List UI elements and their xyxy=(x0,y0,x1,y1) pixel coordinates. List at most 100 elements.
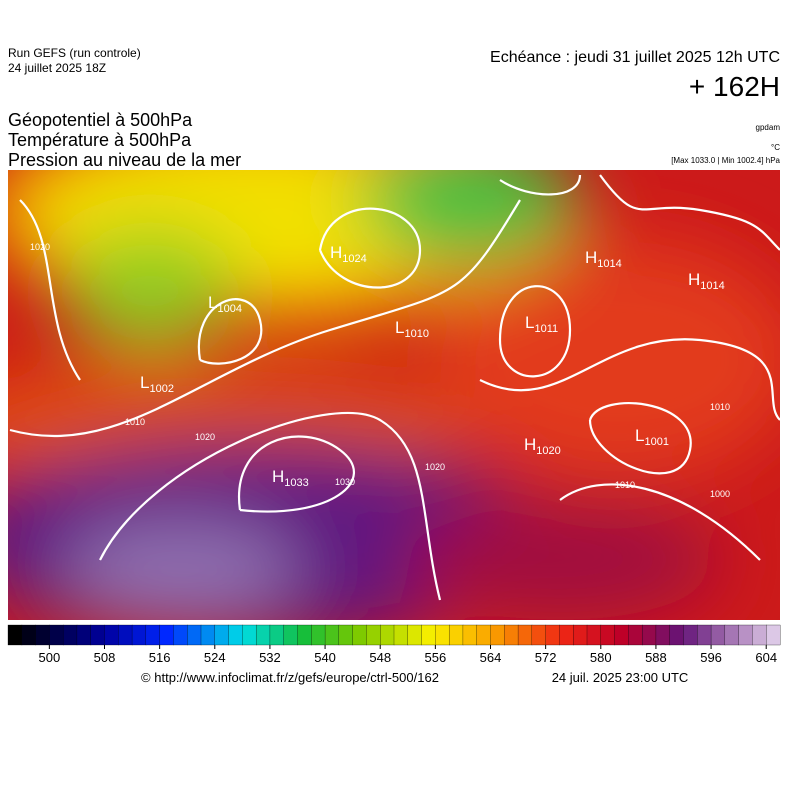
pressure-center: L1010 xyxy=(395,318,429,340)
isobar-label: 1020 xyxy=(195,432,215,442)
pressure-center: L1001 xyxy=(635,426,669,448)
footer-url: © http://www.infoclimat.fr/z/gefs/europe… xyxy=(141,670,439,685)
colorbar-swatch xyxy=(283,624,298,646)
colorbar-swatch xyxy=(641,624,657,646)
colorbar-swatch xyxy=(435,624,450,646)
center-type: L xyxy=(395,318,404,337)
unit: gpdam xyxy=(756,123,781,132)
colorbar-swatch xyxy=(421,624,436,646)
colorbar-swatch xyxy=(49,624,64,646)
colorbar-swatch xyxy=(504,624,519,646)
colorbar-swatch xyxy=(752,624,767,646)
isobar-label: 1010 xyxy=(125,417,145,427)
colorbar-swatch xyxy=(683,624,698,646)
colorbar-swatch xyxy=(7,624,23,646)
colorbar-swatch xyxy=(76,624,92,646)
center-type: L xyxy=(635,426,644,445)
colorbar-swatch xyxy=(559,624,574,646)
colorbar-swatch xyxy=(145,624,161,646)
center-value: 1033 xyxy=(284,477,308,489)
colorbar-label: 508 xyxy=(94,650,116,665)
center-type: H xyxy=(524,435,536,454)
pressure-center: H1020 xyxy=(524,435,561,457)
colorbar-swatch xyxy=(269,624,285,646)
center-value: 1024 xyxy=(342,253,366,265)
center-type: H xyxy=(585,248,597,267)
isobar-label: 1030 xyxy=(335,477,355,487)
colorbar-swatch xyxy=(131,624,147,646)
colorbar-label: 580 xyxy=(590,650,612,665)
center-value: 1020 xyxy=(536,445,560,457)
isobar-label: 1010 xyxy=(615,480,635,490)
isobar-label: 1020 xyxy=(425,462,445,472)
colorbar-swatch xyxy=(655,624,671,646)
center-type: H xyxy=(688,270,700,289)
pressure-center: L1004 xyxy=(208,293,242,315)
center-type: H xyxy=(330,243,342,262)
colorbar-swatch xyxy=(255,624,271,646)
colorbar-swatch xyxy=(214,624,230,646)
colorbar-label: 564 xyxy=(480,650,502,665)
colorbar-swatch xyxy=(586,624,602,646)
run-date: 24 juillet 2025 18Z xyxy=(8,61,106,75)
colorbar-label: 516 xyxy=(149,650,171,665)
colorbar-label: 548 xyxy=(369,650,391,665)
colorbar-swatch xyxy=(697,624,712,646)
center-value: 1011 xyxy=(534,323,558,335)
colorbar: 500 508 516 524 532 540 548 556 564 572 580 588 596 6… xyxy=(7,624,781,665)
title: Pression au niveau de la mer xyxy=(8,150,241,170)
colorbar-swatch xyxy=(573,624,588,646)
colorbar-swatch xyxy=(600,624,616,646)
center-value: 1004 xyxy=(217,303,241,315)
title: Température à 500hPa xyxy=(8,130,192,150)
center-value: 1014 xyxy=(700,280,724,292)
isobar-label: 1020 xyxy=(30,242,50,252)
pressure-center: L1011 xyxy=(525,313,558,335)
colorbar-swatch xyxy=(324,624,340,646)
colorbar-label: 588 xyxy=(645,650,667,665)
colorbar-swatch xyxy=(476,624,491,646)
colorbar-label: 556 xyxy=(425,650,447,665)
colorbar-swatch xyxy=(297,624,312,646)
isobar-label: 1000 xyxy=(710,489,730,499)
colorbar-swatch xyxy=(710,624,726,646)
colorbar-swatch xyxy=(724,624,740,646)
center-value: 1001 xyxy=(644,436,668,448)
colorbar-label: 524 xyxy=(204,650,226,665)
colorbar-swatch xyxy=(104,624,119,646)
unit: °C xyxy=(771,143,780,152)
colorbar-label: 596 xyxy=(700,650,722,665)
colorbar-swatch xyxy=(448,624,464,646)
colorbar-swatch xyxy=(173,624,188,646)
pressure-center: H1014 xyxy=(688,270,725,292)
center-type: L xyxy=(208,293,217,312)
colorbar-swatch xyxy=(545,624,560,646)
isobar-label: 1010 xyxy=(710,402,730,412)
map xyxy=(8,170,780,620)
center-type: L xyxy=(525,313,534,332)
center-value: 1014 xyxy=(597,258,621,270)
colorbar-swatch xyxy=(21,624,37,646)
center-value: 1002 xyxy=(149,383,173,395)
colorbar-swatch xyxy=(462,624,478,646)
lead-time: + 162H xyxy=(689,71,780,102)
colorbar-swatch xyxy=(352,624,367,646)
colorbar-swatch xyxy=(628,624,643,646)
run: Run GEFS (run controle) xyxy=(8,46,141,60)
center-value: 1010 xyxy=(404,328,428,340)
colorbar-swatch xyxy=(159,624,174,646)
pressure-center: H1024 xyxy=(330,243,367,265)
colorbar-swatch xyxy=(517,624,533,646)
unit: [Max 1033.0 | Min 1002.4] hPa xyxy=(671,156,780,165)
colorbar-swatch xyxy=(366,624,381,646)
colorbar-swatch xyxy=(407,624,423,646)
colorbar-swatch xyxy=(738,624,753,646)
colorbar-swatch xyxy=(531,624,547,646)
colorbar-label: 500 xyxy=(39,650,61,665)
pressure-center: L1002 xyxy=(140,373,174,395)
colorbar-label: 540 xyxy=(314,650,336,665)
colorbar-swatch xyxy=(490,624,505,646)
center-type: H xyxy=(272,467,284,486)
colorbar-swatch xyxy=(118,624,133,646)
